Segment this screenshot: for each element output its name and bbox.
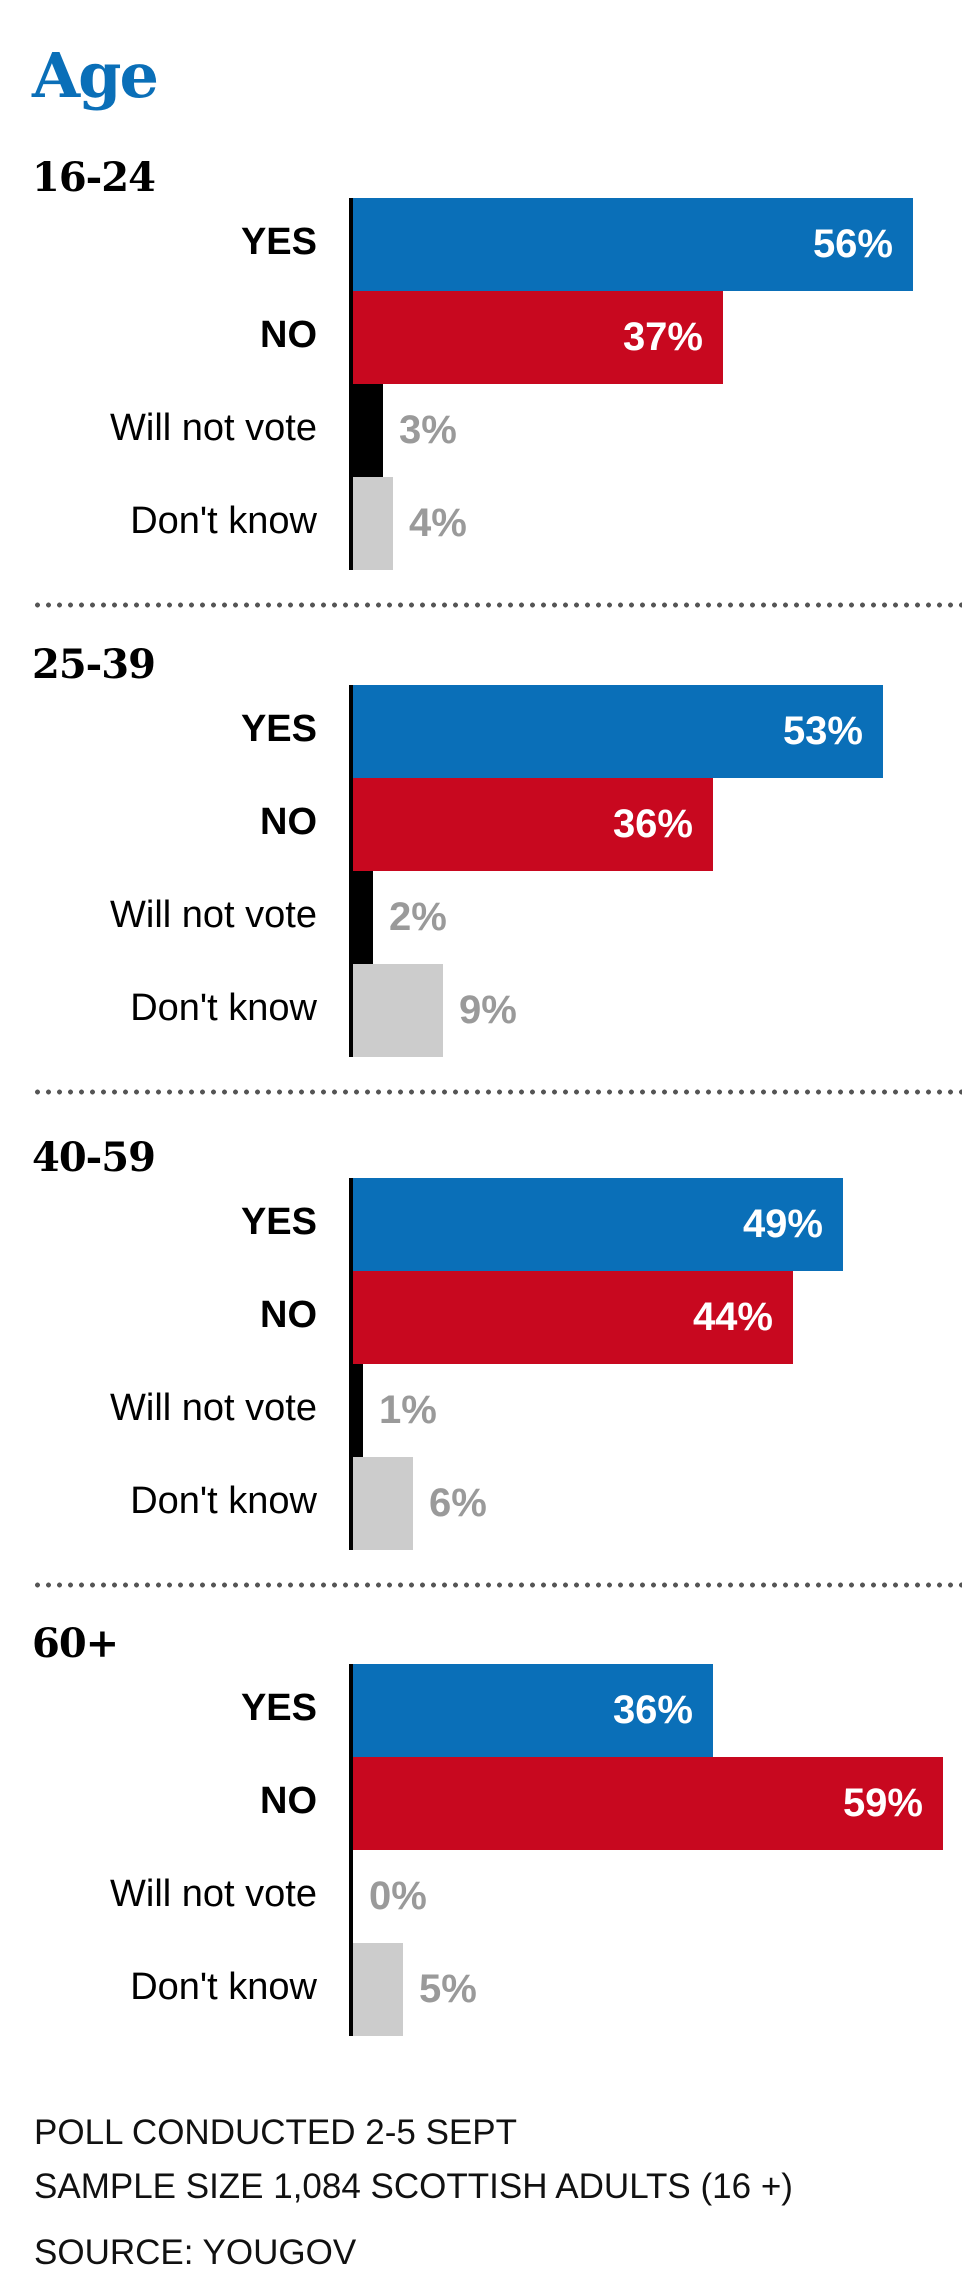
footer-poll-dates: POLL CONDUCTED 2-5 SEPT: [34, 2113, 517, 2152]
value-label: 0%: [369, 1874, 427, 1918]
group-title: 16-24: [32, 154, 156, 201]
bar-don-t-know: [353, 1943, 403, 2036]
bar-don-t-know: [353, 477, 393, 570]
category-label: NO: [260, 801, 317, 843]
value-label: 44%: [692, 1295, 773, 1339]
bar-no: [353, 778, 713, 871]
bar-yes: [353, 198, 913, 291]
category-label: Will not vote: [110, 407, 317, 449]
value-label: 53%: [782, 709, 863, 753]
category-label: Will not vote: [110, 1873, 317, 1915]
section-divider: [32, 1582, 962, 1588]
axis-line: [349, 1664, 353, 2036]
axis-line: [349, 1178, 353, 1550]
category-label: YES: [240, 221, 317, 263]
section-divider: [32, 1089, 962, 1095]
category-label: YES: [240, 708, 317, 750]
value-label: 2%: [389, 895, 447, 939]
value-label: 36%: [612, 802, 693, 846]
group-title: 60+: [32, 1620, 119, 1667]
bar-will-not-vote: [353, 384, 383, 477]
value-label: 5%: [419, 1967, 477, 2011]
bar-will-not-vote: [353, 871, 373, 964]
category-label: Will not vote: [110, 1387, 317, 1429]
footer-sample-size: SAMPLE SIZE 1,084 SCOTTISH ADULTS (16 +): [34, 2167, 793, 2206]
group-title: 25-39: [32, 641, 156, 688]
category-label: Will not vote: [110, 894, 317, 936]
bar-no: [353, 1757, 943, 1850]
category-label: YES: [240, 1687, 317, 1729]
category-label: NO: [260, 314, 317, 356]
chart-title: Age: [32, 39, 159, 112]
value-label: 3%: [399, 408, 457, 452]
bar-yes: [353, 1178, 843, 1271]
category-label: Don't know: [130, 1966, 317, 2008]
value-label: 59%: [842, 1781, 923, 1825]
category-label: Don't know: [130, 500, 317, 542]
value-label: 4%: [409, 501, 467, 545]
bar-yes: [353, 685, 883, 778]
bar-will-not-vote: [353, 1364, 363, 1457]
footer-source: SOURCE: YOUGOV: [34, 2233, 357, 2272]
bar-don-t-know: [353, 1457, 413, 1550]
value-label: 1%: [379, 1388, 437, 1432]
value-label: 49%: [742, 1202, 823, 1246]
category-label: Don't know: [130, 1480, 317, 1522]
value-label: 37%: [622, 315, 703, 359]
bar-yes: [353, 1664, 713, 1757]
group-title: 40-59: [32, 1134, 156, 1181]
bar-no: [353, 291, 723, 384]
value-label: 6%: [429, 1481, 487, 1525]
category-label: YES: [240, 1201, 317, 1243]
category-label: Don't know: [130, 987, 317, 1029]
value-label: 56%: [812, 222, 893, 266]
bar-don-t-know: [353, 964, 443, 1057]
axis-line: [349, 685, 353, 1057]
category-label: NO: [260, 1294, 317, 1336]
value-label: 36%: [612, 1688, 693, 1732]
bar-no: [353, 1271, 793, 1364]
axis-line: [349, 198, 353, 570]
value-label: 9%: [459, 988, 517, 1032]
section-divider: [32, 602, 962, 608]
category-label: NO: [260, 1780, 317, 1822]
